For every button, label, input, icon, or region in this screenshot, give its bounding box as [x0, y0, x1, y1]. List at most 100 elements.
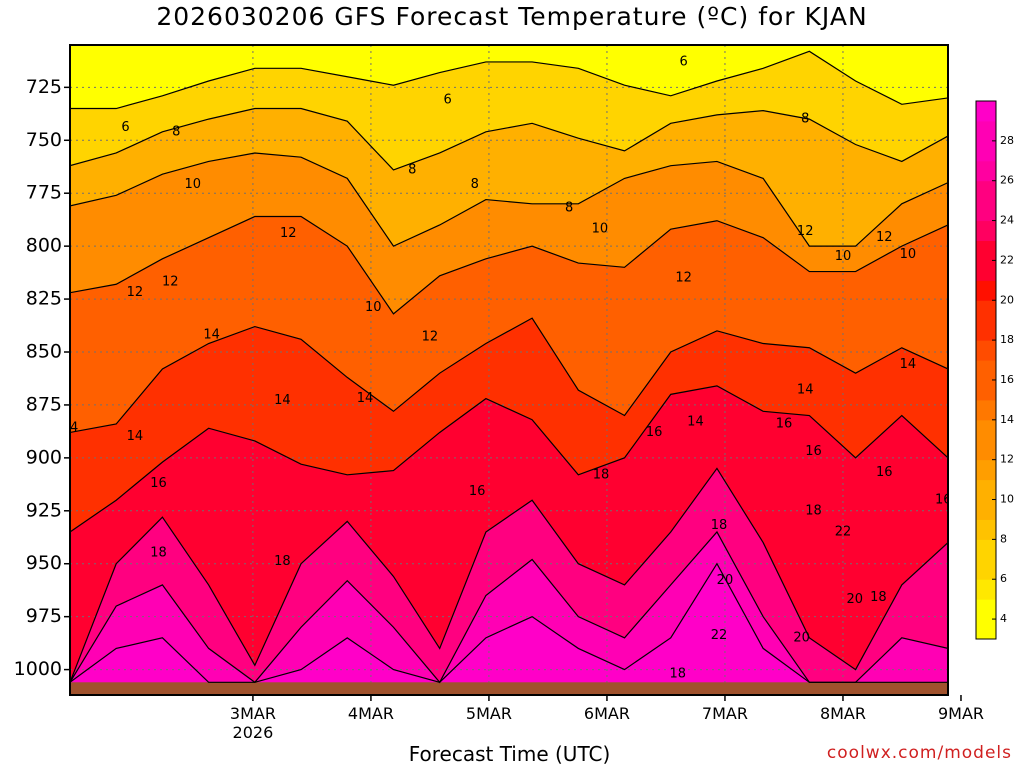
colorbar-segment	[976, 519, 996, 540]
gridlines	[70, 45, 948, 695]
colorbar-segment	[976, 140, 996, 162]
colorbar-label-8: 8	[1000, 532, 1007, 545]
contour-label-16: 16	[935, 493, 952, 508]
contour-label-10: 10	[592, 222, 609, 237]
isotherm-12	[70, 215, 948, 315]
x-axis-label: Forecast Time (UTC)	[408, 742, 611, 766]
isotherm-16	[70, 385, 948, 533]
contour-label-8: 8	[471, 177, 479, 192]
colorbar-segment	[976, 399, 996, 421]
ground-surface	[70, 682, 948, 695]
x-tick-sublabel-2026: 2026	[233, 723, 274, 742]
contour-label-12: 12	[280, 226, 297, 241]
contour-label-16: 16	[646, 425, 663, 440]
y-tick-label-750: 750	[26, 129, 62, 151]
colorbar-label-20: 20	[1000, 293, 1014, 306]
colorbar-segment	[976, 419, 996, 441]
contour-label-14: 14	[127, 429, 144, 444]
temperature-fill-layer	[70, 45, 948, 695]
ground-layer	[70, 682, 948, 695]
colorbar-segment	[976, 559, 996, 580]
contour-label-12: 12	[422, 330, 439, 345]
contour-label-18: 18	[274, 554, 291, 569]
contour-label-6: 6	[121, 120, 129, 135]
isotherm-18	[70, 467, 948, 683]
contour-label-22: 22	[711, 628, 728, 643]
colorbar-segment	[976, 320, 996, 341]
colorbar-label-22: 22	[1000, 253, 1014, 266]
contour-label-18: 18	[805, 503, 822, 518]
colorbar-segment	[976, 360, 996, 381]
contour-label-14: 14	[900, 357, 917, 372]
y-tick-label-975: 975	[26, 605, 62, 627]
contour-label-22: 22	[835, 524, 852, 539]
contour-label-12: 12	[675, 270, 692, 285]
x-tick-label-5MAR: 5MAR	[466, 704, 512, 723]
colorbar-segment	[976, 499, 996, 520]
contour-label-16: 16	[876, 465, 893, 480]
colorbar-segment	[976, 340, 996, 361]
contour-label-10: 10	[835, 249, 852, 264]
y-tick-label-900: 900	[26, 446, 62, 468]
y-tick-label-850: 850	[26, 341, 62, 363]
contour-label-18: 18	[711, 518, 728, 533]
y-tick-label-825: 825	[26, 288, 62, 310]
y-tick-label-800: 800	[26, 235, 62, 257]
colorbar-label-6: 6	[1000, 572, 1007, 585]
colorbar-label-26: 26	[1000, 174, 1014, 187]
chart-title: 2026030206 GFS Forecast Temperature (ºC)…	[156, 2, 868, 31]
contour-label-layer: 6 6 6 6 8 8 8 8 8 8 10 10 10 10 10 10 12 12 12 12 12 12 12 12 14…	[62, 54, 1024, 681]
contour-label-14: 14	[203, 328, 220, 343]
x-tick-label-7MAR: 7MAR	[702, 704, 748, 723]
y-tick-label-925: 925	[26, 499, 62, 521]
x-tick-label-9MAR: 9MAR	[938, 704, 984, 723]
colorbar-segment	[976, 379, 996, 401]
contour-label-20: 20	[793, 630, 810, 645]
contour-label-12: 12	[876, 230, 893, 245]
colorbar-segment	[976, 260, 996, 281]
colorbar-segment	[976, 180, 996, 202]
colorbar-segment	[976, 240, 996, 261]
contour-label-16: 16	[776, 416, 793, 431]
colorbar-frame	[975, 100, 997, 640]
x-tick-label-4MAR: 4MAR	[348, 704, 394, 723]
contour-label-16: 16	[805, 444, 822, 459]
isotherm-8	[70, 107, 948, 171]
y-tick-label-950: 950	[26, 552, 62, 574]
plot-frame	[69, 44, 949, 696]
contour-label-8: 8	[565, 201, 573, 216]
isotherm-10	[70, 152, 948, 247]
contour-label-16: 16	[1012, 560, 1024, 575]
contour-label-14: 14	[62, 421, 79, 436]
contour-label-14: 14	[797, 383, 814, 398]
contour-label-6: 6	[443, 93, 451, 108]
colorbar-segment	[976, 300, 996, 321]
colorbar-segment	[976, 220, 996, 241]
x-tick-label-6MAR: 6MAR	[584, 704, 630, 723]
colorbar-label-10: 10	[1000, 493, 1014, 506]
colorbar-segment	[976, 479, 996, 501]
colorbar-label-16: 16	[1000, 373, 1014, 386]
isotherm-layer	[70, 50, 948, 684]
isotherm-6	[70, 50, 948, 110]
contour-label-6: 6	[954, 101, 962, 116]
y-axis: 725 750 775 800 825 850 875 900 925 950 975 1000	[14, 76, 70, 680]
contour-label-10: 10	[900, 247, 917, 262]
isotherm-14	[70, 317, 948, 434]
colorbar-label-24: 24	[1000, 214, 1014, 227]
colorbar-segment	[976, 619, 996, 640]
contour-label-10: 10	[184, 177, 201, 192]
contour-label-18: 18	[669, 666, 686, 681]
colorbar-segment	[976, 120, 996, 142]
colorbar-label-28: 28	[1000, 134, 1014, 147]
colorbar-segment	[976, 539, 996, 560]
contour-label-10: 10	[365, 300, 382, 315]
contour-label-14: 14	[357, 391, 374, 406]
contour-label-20: 20	[717, 573, 734, 588]
colorbar-label-4: 4	[1000, 612, 1007, 625]
credit-link[interactable]: coolwx.com/models	[826, 743, 1012, 763]
colorbar-segment	[976, 200, 996, 222]
colorbar: 4 6 8 10 12 14 16 18 20 22 24 26 28	[975, 100, 1014, 640]
